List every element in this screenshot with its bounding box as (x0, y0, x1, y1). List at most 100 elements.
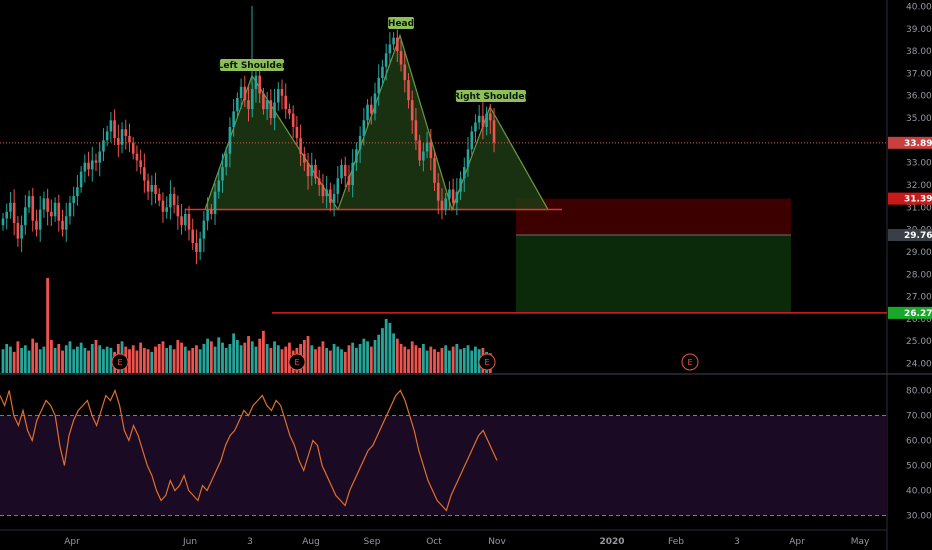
earnings-icon (288, 353, 306, 371)
candle (187, 214, 191, 230)
volume-bar (232, 333, 236, 373)
candle (269, 100, 273, 119)
volume-bar (392, 333, 395, 373)
time-tick-label: 3 (734, 537, 740, 547)
volume-bar (135, 350, 139, 373)
candle (481, 115, 485, 127)
volume-bar (154, 346, 157, 373)
candle (310, 164, 314, 177)
rsi-tick-label: 80.00 (906, 387, 932, 397)
volume-bar (221, 342, 224, 373)
candle (221, 167, 224, 181)
volume-bar (328, 350, 332, 373)
candle (76, 187, 79, 197)
volume-bar (455, 343, 459, 373)
volume-bar (235, 340, 239, 373)
candle (262, 93, 265, 110)
candle (228, 126, 232, 154)
volume-bar (347, 345, 351, 373)
candle (128, 135, 131, 143)
candle (206, 209, 209, 221)
price-tick-label: 31.00 (906, 203, 932, 213)
earnings-marker[interactable]: E (111, 353, 129, 371)
volume-bar (176, 340, 180, 373)
time-tick-label: 3 (247, 537, 253, 547)
earnings-marker[interactable]: E (478, 353, 496, 371)
candle (183, 214, 187, 226)
rsi-axis[interactable]: 30.00 40.00 50.00 60.00 70.00 80.00 (906, 387, 932, 522)
volume-bar (131, 345, 135, 373)
time-tick-label: Sep (364, 537, 381, 547)
candle (224, 153, 228, 168)
volume-bar (20, 347, 23, 373)
candle (276, 89, 280, 103)
time-tick-label: Nov (488, 537, 506, 547)
candle (236, 97, 239, 112)
time-tick-label: Aug (302, 537, 320, 547)
candle (340, 164, 343, 179)
time-tick-label: 2020 (599, 537, 624, 547)
volume-bar (407, 349, 410, 373)
candle (169, 193, 172, 208)
candle (24, 207, 27, 226)
candle (295, 126, 299, 139)
volume-bar (462, 347, 466, 373)
earnings-label: E (484, 358, 489, 367)
candle (347, 176, 351, 185)
candle (239, 86, 243, 98)
rsi-tick-label: 60.00 (906, 437, 932, 447)
time-axis[interactable]: Apr Jun 3 Aug Sep Oct Nov 2020 Feb 3 Apr May (64, 537, 870, 547)
rsi-band (0, 415, 887, 516)
volume-bar (340, 349, 343, 373)
volume-bar (466, 345, 470, 373)
pattern-label: Left Shoulder (218, 61, 287, 71)
candle (61, 220, 64, 230)
volume-bar (369, 346, 373, 373)
volume-bar (150, 351, 154, 373)
volume-bar (262, 330, 265, 373)
candle (50, 211, 53, 217)
volume-bar (72, 349, 76, 373)
candle (135, 153, 139, 161)
candle (113, 120, 116, 139)
volume-bar (403, 346, 407, 373)
candle (377, 77, 381, 94)
candle (425, 142, 429, 152)
candle (250, 89, 254, 110)
candle (273, 102, 276, 119)
candle (27, 196, 31, 208)
price-tags: 33.89 31.39 29.76 26.27 (888, 136, 932, 319)
volume-bar (239, 345, 243, 373)
earnings-marker[interactable]: E (288, 353, 306, 371)
volume-bar (377, 334, 381, 373)
price-tick-label: 39.00 (906, 25, 932, 35)
candle (120, 129, 124, 145)
volume-bar (444, 345, 448, 373)
price-tag-label: 33.89 (904, 139, 932, 149)
candle (210, 209, 213, 215)
volume-bar (224, 347, 228, 373)
candle (381, 66, 384, 78)
rsi-series (0, 388, 498, 512)
volume-bar (433, 349, 436, 373)
candle (12, 202, 16, 223)
volume-bar (399, 343, 403, 373)
price-tick-label: 29.00 (906, 248, 932, 258)
volume-bar (474, 346, 477, 373)
candle (154, 185, 157, 194)
volume-bar (87, 350, 90, 373)
candle (321, 185, 325, 197)
candle (317, 178, 321, 185)
volume-bar (421, 343, 425, 373)
volume-bar (23, 345, 27, 373)
volume-bar (284, 346, 288, 373)
price-tag (888, 136, 932, 149)
candle (384, 53, 388, 67)
candle (83, 162, 87, 172)
candle (329, 189, 332, 203)
volume-bar (217, 337, 221, 373)
volume-bar (395, 338, 399, 373)
earnings-marker[interactable]: E (681, 353, 699, 371)
price-tag-label: 26.27 (904, 309, 932, 319)
